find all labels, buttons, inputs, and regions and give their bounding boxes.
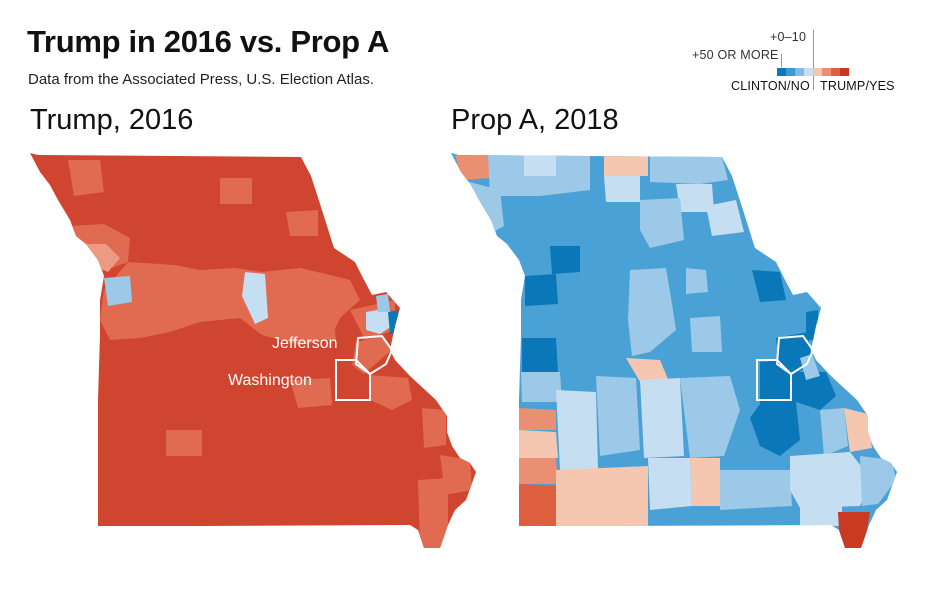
- map-heading-prop-a-2018: Prop A, 2018: [451, 104, 619, 136]
- county: [706, 200, 744, 236]
- county: [800, 354, 820, 380]
- county: [286, 210, 318, 236]
- legend-color-scale: [777, 68, 849, 76]
- county: [366, 308, 392, 334]
- county: [686, 268, 708, 294]
- trump-county-fills: [68, 160, 472, 548]
- county: [522, 338, 558, 372]
- county-outline-jefferson: [775, 334, 815, 376]
- map-heading-trump-2016: Trump, 2016: [30, 104, 194, 136]
- county: [556, 466, 648, 526]
- county: [550, 246, 580, 274]
- county: [300, 300, 336, 340]
- county: [422, 408, 446, 448]
- county: [648, 458, 692, 510]
- county: [440, 455, 472, 495]
- county: [690, 316, 722, 352]
- county: [519, 458, 558, 484]
- county: [519, 408, 556, 430]
- county: [370, 375, 412, 410]
- legend-large-margin-label: +50 OR MORE: [692, 48, 779, 62]
- county: [521, 372, 562, 402]
- county: [628, 268, 676, 356]
- legend-small-margin-label: +0–10: [770, 30, 807, 44]
- county-outline-washington: [756, 359, 792, 401]
- legend-swatch: [840, 68, 849, 76]
- washington-label: Washington: [228, 372, 312, 389]
- county: [676, 184, 714, 212]
- county: [720, 470, 792, 510]
- county: [455, 155, 490, 180]
- county: [604, 176, 640, 202]
- chart-subtitle: Data from the Associated Press, U.S. Ele…: [28, 71, 374, 88]
- legend-tick: [813, 30, 814, 90]
- county: [100, 262, 360, 345]
- county: [790, 452, 872, 508]
- county: [680, 376, 740, 458]
- county: [352, 336, 392, 374]
- county: [860, 456, 896, 506]
- county: [519, 484, 558, 526]
- county: [844, 408, 872, 452]
- county: [418, 478, 448, 548]
- legend-swatch: [777, 68, 786, 76]
- county: [640, 378, 684, 458]
- legend-swatch: [813, 68, 822, 76]
- legend-left-label: CLINTON/NO: [731, 79, 810, 93]
- county-outline-washington: [335, 359, 371, 401]
- county: [104, 276, 132, 306]
- county: [690, 458, 720, 506]
- county: [838, 512, 870, 548]
- legend-swatch: [786, 68, 795, 76]
- legend-right-label: TRUMP/YES: [820, 79, 895, 93]
- legend-swatch: [822, 68, 831, 76]
- legend-swatch: [831, 68, 840, 76]
- county: [752, 270, 786, 302]
- chart-title: Trump in 2016 vs. Prop A: [27, 24, 390, 59]
- county: [800, 500, 842, 526]
- prop-a-county-fills: [455, 155, 896, 548]
- county: [556, 390, 598, 470]
- legend-swatch: [804, 68, 813, 76]
- county: [820, 408, 848, 456]
- county: [220, 178, 252, 204]
- county: [519, 430, 558, 458]
- missouri-state-shape: [30, 153, 476, 548]
- county-outline-jefferson: [354, 334, 394, 376]
- county: [376, 294, 390, 312]
- legend-tick-left: [781, 54, 782, 67]
- county: [650, 155, 728, 184]
- county: [604, 155, 648, 176]
- jefferson-label: Jefferson: [272, 335, 338, 352]
- county: [242, 272, 268, 324]
- prop-a-2018-map: [451, 153, 897, 548]
- county: [68, 160, 104, 196]
- county: [290, 378, 332, 408]
- county: [524, 155, 556, 176]
- county: [596, 376, 640, 456]
- county: [750, 360, 836, 456]
- county: [166, 430, 202, 456]
- trump-2016-map: Jefferson Washington: [30, 153, 476, 548]
- legend-swatch: [795, 68, 804, 76]
- county: [640, 198, 684, 248]
- county: [525, 274, 558, 306]
